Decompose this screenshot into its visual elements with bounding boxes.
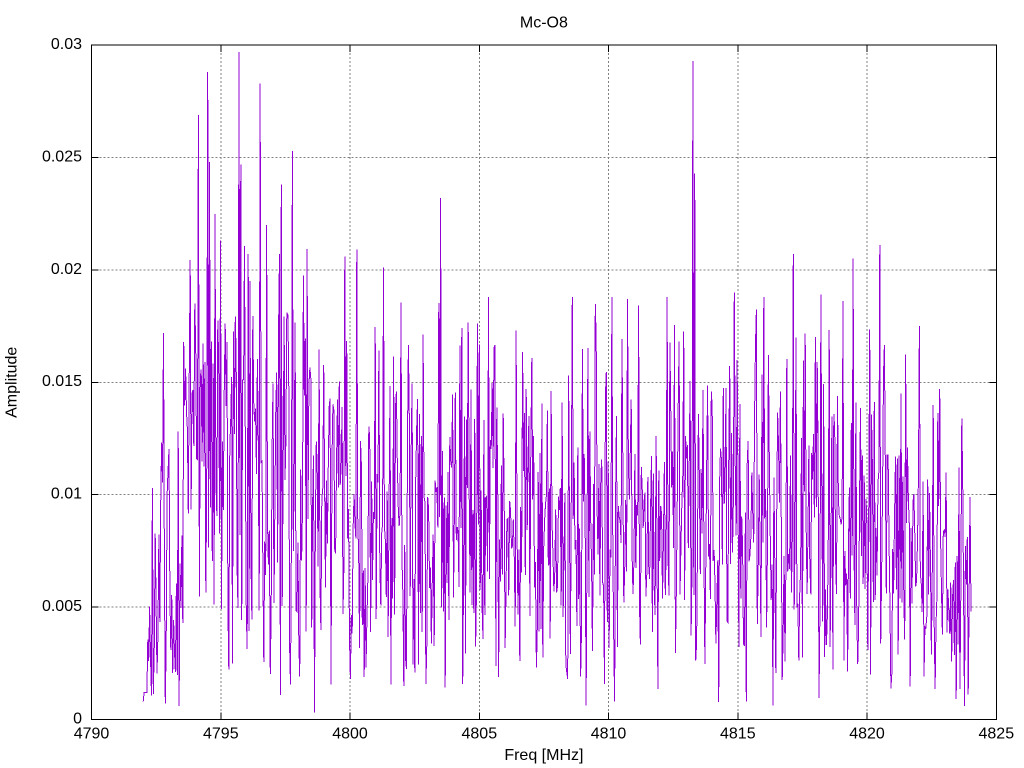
svg-text:4805: 4805 [462, 725, 498, 742]
svg-text:4795: 4795 [203, 725, 239, 742]
svg-text:4810: 4810 [591, 725, 627, 742]
svg-text:4790: 4790 [74, 725, 110, 742]
svg-text:0.025: 0.025 [42, 149, 82, 166]
svg-text:0.015: 0.015 [42, 373, 82, 390]
svg-text:4815: 4815 [720, 725, 756, 742]
svg-text:0.01: 0.01 [51, 486, 82, 503]
svg-text:0: 0 [73, 710, 82, 727]
svg-text:Mc-O8: Mc-O8 [520, 15, 568, 32]
svg-text:4825: 4825 [979, 725, 1015, 742]
svg-text:0.03: 0.03 [51, 36, 82, 53]
svg-text:4820: 4820 [849, 725, 885, 742]
svg-text:0.02: 0.02 [51, 261, 82, 278]
svg-text:4800: 4800 [332, 725, 368, 742]
svg-text:Freq [MHz]: Freq [MHz] [504, 747, 583, 764]
svg-text:0.005: 0.005 [42, 598, 82, 615]
svg-text:Amplitude: Amplitude [4, 347, 21, 418]
